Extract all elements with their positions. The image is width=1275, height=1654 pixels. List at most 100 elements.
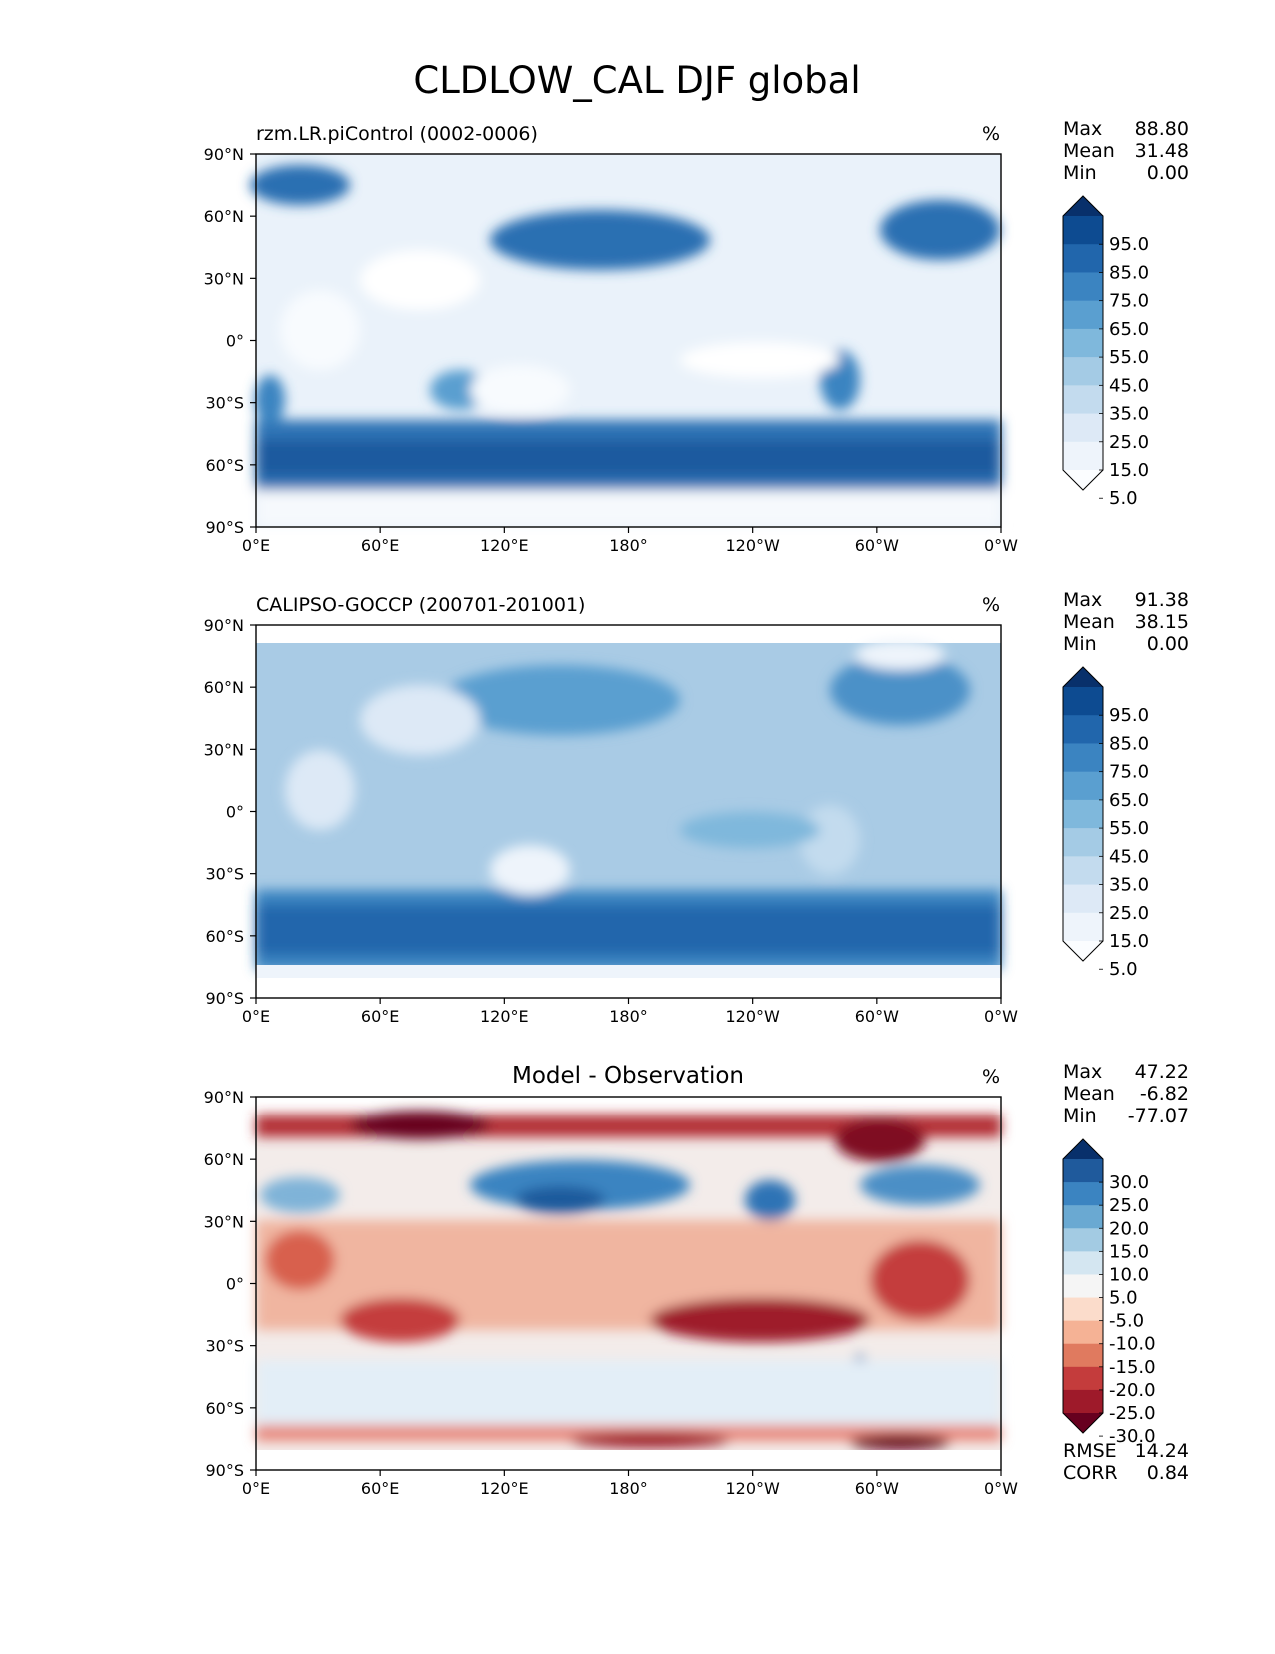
- colorbar-segment: [1063, 1343, 1103, 1368]
- colorbar-label: 85.0: [1109, 262, 1149, 283]
- colorbar-label: 85.0: [1109, 733, 1149, 754]
- y-tick-label: 90°N: [204, 145, 244, 164]
- stat-value: 0.00: [1147, 633, 1189, 655]
- colorbar-segment: [1063, 1366, 1103, 1391]
- y-tick-label: 60°S: [205, 456, 244, 475]
- colorbar-segment: [1063, 687, 1103, 716]
- panel-2-axes: 0°E 60°E 120°E 180° 120°W 60°W 0°W 90°N 60°N 30°N…: [204, 1061, 1189, 1498]
- colorbar-segment: [1063, 743, 1103, 773]
- y-tick-label: 60°N: [204, 1150, 244, 1169]
- panel-diff-map: [256, 1097, 1001, 1470]
- colorbar-label: -30.0: [1109, 1426, 1156, 1447]
- x-tick-label: 120°E: [480, 1479, 529, 1498]
- colorbar-segment: [1063, 1389, 1103, 1414]
- x-tick-label: 0°W: [984, 1007, 1018, 1026]
- x-tick-label: 60°E: [361, 1479, 399, 1498]
- stat-label: Mean: [1063, 140, 1115, 162]
- colorbar-segment: [1063, 1159, 1103, 1183]
- colorbar-segment: [1063, 856, 1103, 886]
- stat-label: Min: [1063, 162, 1097, 184]
- colorbar-segment: [1063, 884, 1103, 914]
- panel-obs-map: [256, 625, 1001, 998]
- colorbar-segment: [1063, 413, 1103, 443]
- y-tick-label: 90°N: [204, 616, 244, 635]
- x-tick-label: 180°: [609, 536, 648, 555]
- colorbar-label: 75.0: [1109, 291, 1149, 312]
- colorbar-segment: [1063, 328, 1103, 358]
- stat-label: Max: [1063, 1061, 1102, 1083]
- y-tick-label: 30°N: [204, 1212, 244, 1231]
- x-tick-label: 60°W: [855, 1479, 899, 1498]
- x-tick-label: 180°: [609, 1479, 648, 1498]
- colorbar-segment: [1063, 1182, 1103, 1206]
- colorbar-label: 55.0: [1109, 347, 1149, 368]
- colorbar-segment: [1063, 272, 1103, 302]
- stat-value: -6.82: [1140, 1083, 1189, 1105]
- colorbar-extend-min: [1063, 941, 1103, 961]
- x-tick-label: 0°E: [242, 1007, 270, 1026]
- colorbar-label: -20.0: [1109, 1380, 1156, 1401]
- stat-label: Min: [1063, 633, 1097, 655]
- x-tick-label: 0°W: [984, 1479, 1018, 1498]
- y-tick-label: 30°N: [204, 269, 244, 288]
- y-tick-label: 30°S: [205, 865, 244, 884]
- colorbar-extend-max: [1063, 196, 1103, 216]
- panel-model-title: rzm.LR.piControl (0002-0006): [256, 123, 538, 145]
- colorbar-segment: [1063, 244, 1103, 273]
- colorbar-segment: [1063, 715, 1103, 744]
- colorbar-label: 5.0: [1109, 1288, 1138, 1309]
- colorbar-segment: [1063, 357, 1103, 386]
- colorbar-segment: [1063, 1320, 1103, 1345]
- y-tick-label: 90°S: [205, 989, 244, 1008]
- metric-value: 0.84: [1147, 1462, 1189, 1484]
- colorbar-label: 95.0: [1109, 705, 1149, 726]
- panel-diff-units: %: [982, 1066, 1000, 1088]
- x-tick-label: 0°E: [242, 1479, 270, 1498]
- y-tick-label: 30°N: [204, 740, 244, 759]
- colorbar-label: 15.0: [1109, 460, 1149, 481]
- x-tick-label: 180°: [609, 1007, 648, 1026]
- colorbar-label: 15.0: [1109, 1241, 1149, 1262]
- y-tick-label: 60°S: [205, 927, 244, 946]
- stat-value: 0.00: [1147, 162, 1189, 184]
- colorbar-label: -15.0: [1109, 1357, 1156, 1378]
- colorbar-label: 65.0: [1109, 790, 1149, 811]
- stat-value: 47.22: [1135, 1061, 1189, 1083]
- x-tick-label: 120°E: [480, 1007, 529, 1026]
- stat-value: 31.48: [1135, 140, 1189, 162]
- stat-label: Min: [1063, 1105, 1097, 1127]
- x-tick-label: 60°E: [361, 536, 399, 555]
- panel-obs-title: CALIPSO-GOCCP (200701-201001): [256, 594, 585, 616]
- colorbar-extend-max: [1063, 667, 1103, 687]
- colorbar-extend-min: [1063, 470, 1103, 490]
- colorbar-0: 95.0 85.0 75.0 65.0 55.0 45.0 35.0 25.0 15.0 5.0: [1062, 195, 1149, 509]
- colorbar-segment: [1063, 1205, 1103, 1229]
- colorbar-segment: [1063, 1228, 1103, 1252]
- colorbar-label: 25.0: [1109, 1195, 1149, 1216]
- x-tick-label: 60°W: [855, 536, 899, 555]
- colorbar-label: 75.0: [1109, 762, 1149, 783]
- colorbar-extend-min: [1063, 1413, 1103, 1433]
- colorbar-segment: [1063, 1297, 1103, 1322]
- colorbar-segment: [1063, 1274, 1103, 1299]
- x-tick-label: 0°W: [984, 536, 1018, 555]
- colorbar-label: 45.0: [1109, 846, 1149, 867]
- colorbar-label: 45.0: [1109, 375, 1149, 396]
- panel-model: rzm.LR.piControl (0002-0006) %: [250, 123, 1001, 527]
- colorbar-label: 55.0: [1109, 818, 1149, 839]
- panel-0-axes: 0°E 60°E 120°E 180° 120°W 60°W 0°W 90°N 60°N 30°N…: [204, 118, 1189, 555]
- stat-label: Mean: [1063, 611, 1115, 633]
- y-tick-label: 0°: [226, 803, 244, 822]
- x-tick-label: 60°W: [855, 1007, 899, 1026]
- x-tick-label: 0°E: [242, 536, 270, 555]
- colorbar-1: 95.0 85.0 75.0 65.0 55.0 45.0 35.0 25.0 15.0 5.0: [1062, 666, 1149, 980]
- colorbar-label: 25.0: [1109, 432, 1149, 453]
- stat-value: 38.15: [1135, 611, 1189, 633]
- colorbar-label: -25.0: [1109, 1403, 1156, 1424]
- colorbar-segment: [1063, 799, 1103, 829]
- panel-1-axes: 0°E 60°E 120°E 180° 120°W 60°W 0°W 90°N 60°N 30°N…: [204, 589, 1189, 1026]
- panel-obs-units: %: [982, 594, 1000, 616]
- panel-diff: Model - Observation %: [256, 1063, 1001, 1470]
- colorbar-segment: [1063, 828, 1103, 857]
